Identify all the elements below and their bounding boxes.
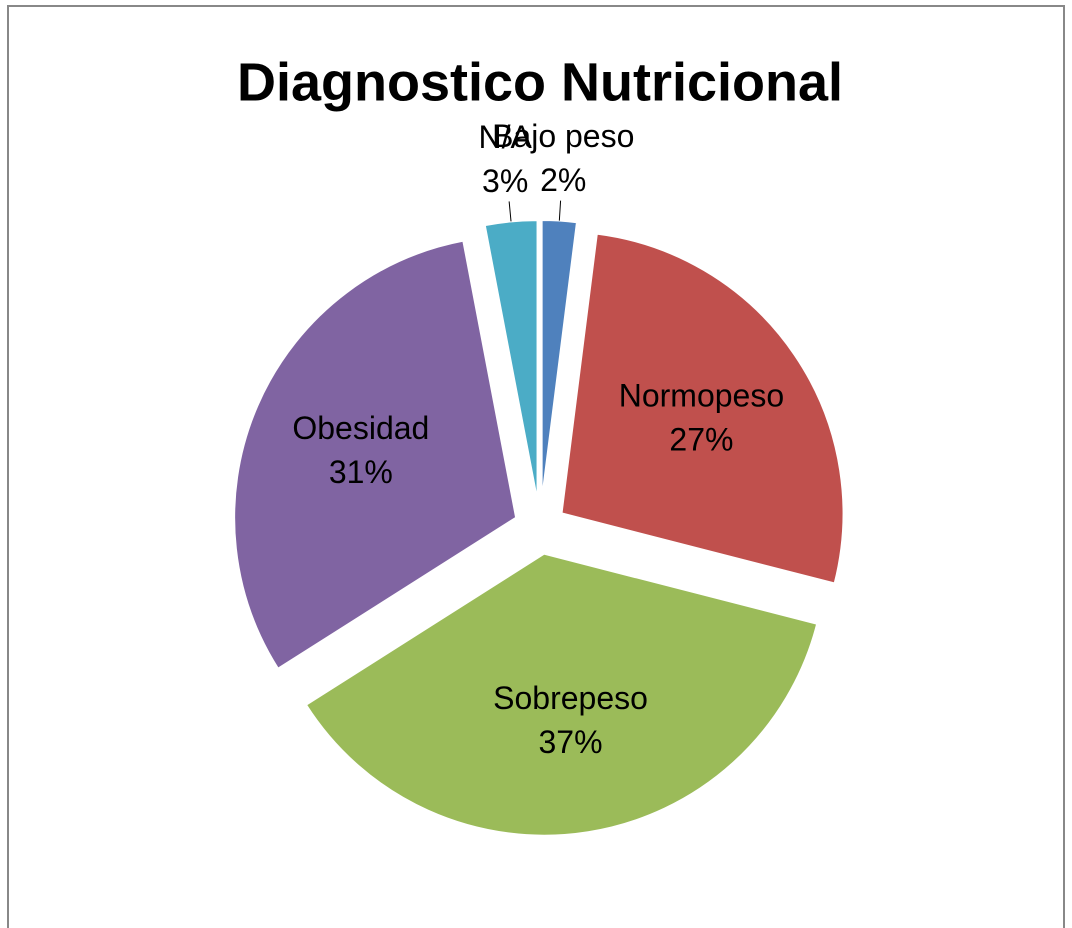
- slice-value-label: 37%: [539, 724, 603, 760]
- slice-value-label: 31%: [329, 454, 393, 490]
- slice-label: N/A: [479, 119, 533, 155]
- pie-slice: [233, 239, 518, 671]
- slice-value-label: 2%: [540, 162, 586, 198]
- slice-label: Obesidad: [292, 410, 429, 446]
- pie-slice: [304, 552, 819, 837]
- slice-value-label: 27%: [669, 422, 733, 458]
- chart-title: Diagnostico Nutricional: [237, 52, 843, 112]
- slice-label: Normopeso: [619, 378, 784, 414]
- slice-value-label: 3%: [482, 163, 528, 199]
- slice-label: Bajo peso: [492, 118, 634, 154]
- pie-slice: [560, 232, 845, 585]
- slice-label: Sobrepeso: [493, 680, 648, 716]
- leader-line: [558, 200, 562, 221]
- leader-line: [508, 201, 512, 222]
